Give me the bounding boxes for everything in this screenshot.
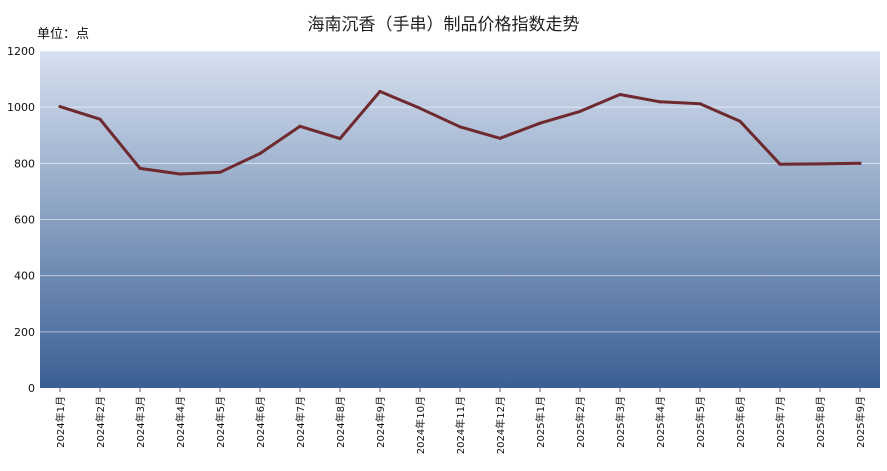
chart-title: 海南沉香（手串）制品价格指数走势 (307, 15, 580, 35)
y-tick-label: 1000 (7, 101, 35, 114)
x-tick-label: 2024年7月 (294, 396, 307, 448)
x-tick-label: 2024年10月 (414, 396, 427, 454)
x-tick-label: 2025年9月 (854, 396, 867, 448)
data-point (738, 119, 742, 123)
data-point (778, 162, 782, 166)
x-tick-label: 2025年4月 (654, 396, 667, 448)
x-tick-label: 2025年7月 (774, 396, 787, 448)
data-point (578, 109, 582, 113)
grid-layer (40, 50, 880, 333)
data-point (218, 170, 222, 174)
x-tick-label: 2025年5月 (694, 396, 707, 448)
data-point (538, 121, 542, 125)
unit-label: 单位：点 (37, 27, 90, 42)
data-point (98, 117, 102, 121)
x-tick-label: 2024年8月 (334, 396, 347, 448)
data-point (138, 166, 142, 170)
data-point (458, 125, 462, 129)
y-tick-label: 0 (28, 382, 35, 395)
x-tick-label: 2024年2月 (94, 396, 107, 448)
x-tick-label: 2025年1月 (534, 396, 547, 448)
data-point (58, 105, 62, 109)
x-tick-label: 2024年9月 (374, 396, 387, 448)
data-point (698, 102, 702, 106)
x-tick-label: 2024年1月 (54, 396, 67, 448)
data-point (178, 172, 182, 176)
x-tick-label: 2025年3月 (614, 396, 627, 448)
y-tick-label: 200 (14, 326, 35, 339)
series-layer (58, 89, 862, 176)
data-point (618, 93, 622, 97)
y-axis: 0 200 400 600 800 1000 1200 (7, 45, 35, 395)
data-point (258, 152, 262, 156)
x-tick-label: 2025年6月 (734, 396, 747, 448)
data-point (858, 161, 862, 165)
x-tick-label: 2024年4月 (174, 396, 187, 448)
x-tick-label: 2025年2月 (574, 396, 587, 448)
y-tick-label: 1200 (7, 45, 35, 58)
data-point (818, 162, 822, 166)
y-tick-label: 600 (14, 214, 35, 227)
x-tick-label: 2025年8月 (814, 396, 827, 448)
data-point (658, 100, 662, 104)
x-tick-label: 2024年11月 (454, 396, 467, 454)
data-point (338, 137, 342, 141)
x-tick-label: 2024年3月 (134, 396, 147, 448)
x-tick-label: 2024年5月 (214, 396, 227, 448)
data-point (298, 124, 302, 128)
x-tick-label: 2024年6月 (254, 396, 267, 448)
x-axis: 2024年1月 2024年2月 2024年3月 2024年4月 2024年5月 2024年… (54, 388, 867, 454)
data-point (418, 106, 422, 110)
data-point (378, 89, 382, 93)
data-point (498, 136, 502, 140)
x-tick-label: 2024年12月 (494, 396, 507, 454)
y-tick-label: 400 (14, 270, 35, 283)
y-tick-label: 800 (14, 157, 35, 170)
